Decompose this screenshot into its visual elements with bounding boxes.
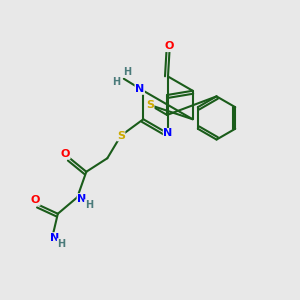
Text: O: O <box>165 41 174 52</box>
Text: H: H <box>112 77 120 87</box>
Text: O: O <box>61 149 70 159</box>
Text: N: N <box>135 84 144 94</box>
Text: H: H <box>123 67 131 77</box>
Text: H: H <box>57 239 65 249</box>
Text: N: N <box>164 128 172 139</box>
Text: N: N <box>50 233 59 243</box>
Text: N: N <box>77 194 86 204</box>
Text: H: H <box>85 200 93 210</box>
Text: S: S <box>146 100 154 110</box>
Text: S: S <box>117 131 125 141</box>
Text: O: O <box>31 195 40 205</box>
